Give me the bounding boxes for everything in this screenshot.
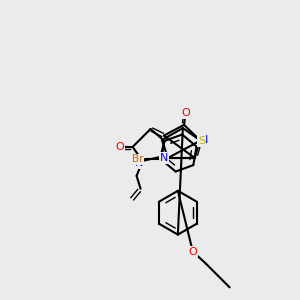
Text: O: O [188,247,197,256]
Text: O: O [181,108,190,118]
Text: Br: Br [132,154,143,164]
Text: N: N [160,153,168,163]
Text: N: N [134,158,143,168]
Text: O: O [115,142,124,152]
Text: S: S [198,136,205,146]
Text: N: N [200,135,208,145]
